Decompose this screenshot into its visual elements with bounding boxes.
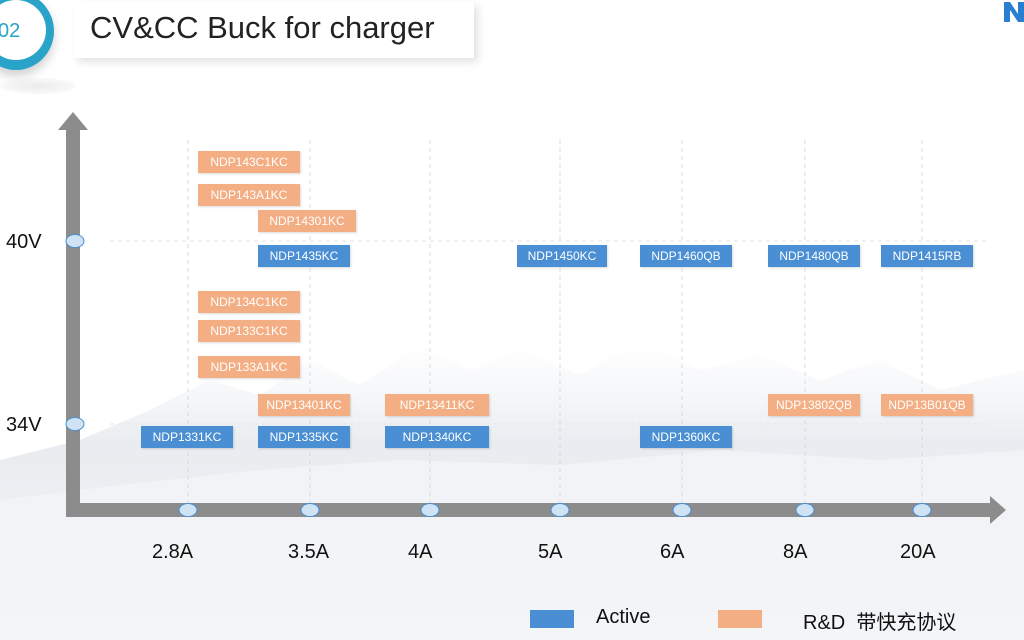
part-chip: NDP143C1KC (198, 151, 300, 173)
x-marker-0 (178, 503, 198, 517)
page-title: CV&CC Buck for charger (90, 10, 435, 45)
x-marker-3 (550, 503, 570, 517)
part-chip: NDP1335KC (258, 426, 350, 448)
y-axis-arrow (58, 112, 88, 130)
part-chip: NDP133A1KC (198, 356, 300, 378)
part-chip: NDP13411KC (385, 394, 489, 416)
y-axis (66, 128, 80, 516)
x-marker-1 (300, 503, 320, 517)
part-chip: NDP13B01QB (881, 394, 973, 416)
x-marker-6 (912, 503, 932, 517)
axes (58, 112, 1006, 524)
y-tick-label: 40V (6, 231, 42, 253)
section-badge (0, 0, 54, 70)
part-chip: NDP1340KC (385, 426, 489, 448)
logo-icon (1004, 2, 1024, 22)
part-chip: NDP13401KC (258, 394, 350, 416)
legend-label-active: Active (596, 606, 651, 628)
legend-label-rd: R&D 带快充协议 (803, 612, 957, 634)
x-tick-label: 2.8A (152, 541, 194, 563)
part-chip: NDP13802QB (768, 394, 860, 416)
part-chip: NDP134C1KC (198, 291, 300, 313)
x-tick-label: 20A (900, 541, 936, 563)
y-marker-40V (65, 234, 85, 248)
part-chip: NDP133C1KC (198, 320, 300, 342)
legend-swatch-active (530, 610, 574, 628)
y-marker-34V (65, 417, 85, 431)
part-chip: NDP14301KC (258, 210, 356, 232)
part-chip: NDP1480QB (768, 245, 860, 267)
part-chip: NDP143A1KC (198, 184, 300, 206)
part-chip: NDP1360KC (640, 426, 732, 448)
badge-shadow (0, 78, 76, 94)
axis-markers (65, 234, 932, 517)
legend-swatch-rd (718, 610, 762, 628)
x-marker-2 (420, 503, 440, 517)
part-chip: NDP1450KC (517, 245, 607, 267)
x-tick-label: 8A (783, 541, 808, 563)
title-card (74, 2, 474, 58)
y-tick-label: 34V (6, 414, 42, 436)
x-axis-arrow (990, 496, 1006, 524)
x-tick-label: 5A (538, 541, 563, 563)
x-marker-4 (672, 503, 692, 517)
section-number: 02 (0, 20, 21, 42)
part-chip: NDP1435KC (258, 245, 350, 267)
x-marker-5 (795, 503, 815, 517)
x-tick-label: 3.5A (288, 541, 330, 563)
x-axis (66, 503, 994, 517)
part-chip: NDP1331KC (141, 426, 233, 448)
x-tick-label: 4A (408, 541, 433, 563)
part-chip: NDP1460QB (640, 245, 732, 267)
part-chip: NDP1415RB (881, 245, 973, 267)
x-tick-label: 6A (660, 541, 685, 563)
